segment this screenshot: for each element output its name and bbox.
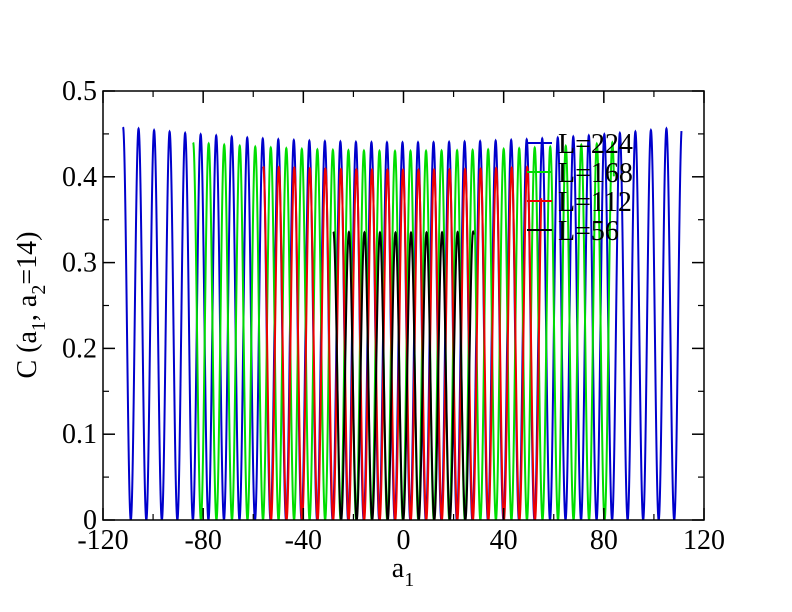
x-tick-label: 80 <box>590 525 618 556</box>
y-tick-label: 0.5 <box>62 76 97 107</box>
y-axis: 0 0.1 0.2 0.3 0.4 0.5 <box>62 76 704 536</box>
y-tick-label: 0 <box>83 505 97 536</box>
legend-label: L=56 <box>558 216 619 247</box>
x-tick-label: -120 <box>77 525 128 556</box>
x-tick-label: 120 <box>683 525 725 556</box>
x-tick-label: -40 <box>285 525 322 556</box>
y-tick-label: 0.4 <box>62 162 97 193</box>
x-tick-label: 40 <box>490 525 518 556</box>
y-axis-label: C (a1, a2=14) <box>12 232 50 379</box>
x-axis-label: a1 <box>392 553 414 591</box>
y-tick-label: 0.3 <box>62 248 97 279</box>
series-line-l-224 <box>122 126 683 520</box>
x-tick-label: -80 <box>185 525 222 556</box>
series-line-l-112 <box>262 165 543 520</box>
x-axis: -120 -80 -40 0 40 80 120 <box>77 91 725 556</box>
legend-label: L=168 <box>558 158 633 189</box>
legend-label: L=224 <box>558 129 633 160</box>
y-tick-label: 0.1 <box>62 419 97 450</box>
legend-label: L=112 <box>558 187 632 218</box>
x-tick-label: 0 <box>397 525 411 556</box>
y-tick-label: 0.2 <box>62 333 97 364</box>
